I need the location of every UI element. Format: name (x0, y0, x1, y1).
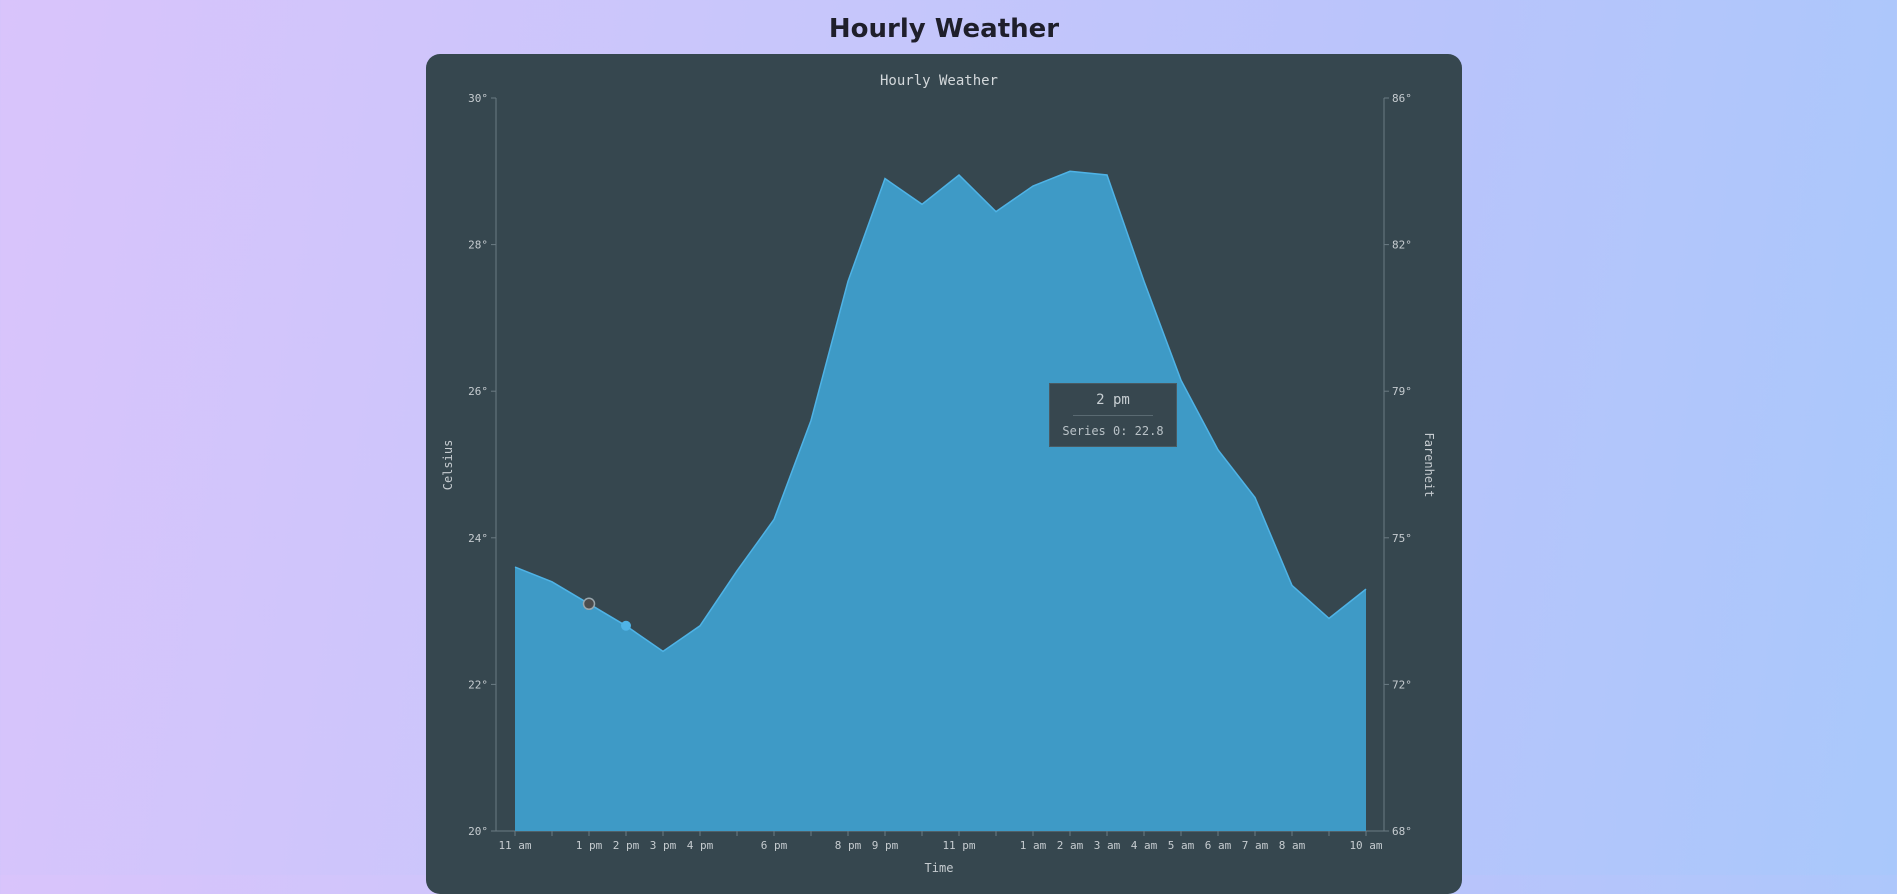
data-point-marker (582, 597, 596, 611)
x-tick-label: 1 am (1020, 839, 1047, 852)
page-title: Hourly Weather (828, 14, 1060, 44)
x-tick-label: 5 am (1168, 839, 1195, 852)
data-point-hover (621, 620, 631, 631)
y-tick-label: 22° (468, 678, 488, 691)
chart-title: Hourly Weather (880, 73, 998, 89)
x-tick-label: 6 pm (761, 839, 788, 852)
x-tick-label: 11 am (498, 839, 531, 852)
x-tick-label: 2 am (1057, 839, 1084, 852)
x-tick-label: 3 pm (650, 839, 677, 852)
x-tick-label: 10 am (1349, 839, 1382, 852)
x-tick-label: 7 am (1242, 839, 1269, 852)
x-tick-label: 1 pm (576, 839, 603, 852)
y2-tick-label: 82° (1392, 239, 1412, 252)
chart-tooltip: 2 pm Series 0: 22.8 (1049, 383, 1177, 447)
x-tick-label: 6 am (1205, 839, 1232, 852)
y-tick-label: 26° (468, 385, 488, 398)
x-tick-label: 4 pm (687, 839, 714, 852)
x-axis-title: Time (925, 861, 954, 875)
x-tick-label: 2 pm (613, 839, 640, 852)
x-tick-label: 3 am (1094, 839, 1121, 852)
y2-tick-label: 86° (1392, 92, 1412, 105)
tooltip-time: 2 pm (1096, 392, 1130, 408)
y2-tick-label: 75° (1392, 532, 1412, 545)
y-tick-label: 24° (468, 532, 488, 545)
chart-card: Hourly Weather 20° 68° 22° 72° 24° 75° 26° 79° 28… (426, 54, 1462, 894)
tooltip-value: Series 0: 22.8 (1062, 424, 1164, 438)
series-area (515, 171, 1366, 832)
x-tick-label: 4 am (1131, 839, 1158, 852)
y-tick-label: 28° (468, 239, 488, 252)
x-tick-label: 8 am (1279, 839, 1306, 852)
y-tick-label: 20° (468, 825, 488, 838)
area-chart: Hourly Weather 20° 68° 22° 72° 24° 75° 26° 79° 28… (441, 73, 1436, 875)
x-tick-label: 11 pm (942, 839, 975, 852)
y2-tick-label: 72° (1392, 678, 1412, 691)
series-line (514, 170, 1367, 653)
x-tick-label: 8 pm (835, 839, 862, 852)
x-tick-label: 9 pm (872, 839, 899, 852)
y2-axis-title: Farenheit (1422, 432, 1436, 497)
y-tick-label: 30° (468, 92, 488, 105)
y2-tick-label: 68° (1392, 825, 1412, 838)
tooltip-divider (1073, 415, 1153, 416)
y2-tick-label: 79° (1392, 385, 1412, 398)
y-axis-title: Celsius (441, 440, 455, 491)
